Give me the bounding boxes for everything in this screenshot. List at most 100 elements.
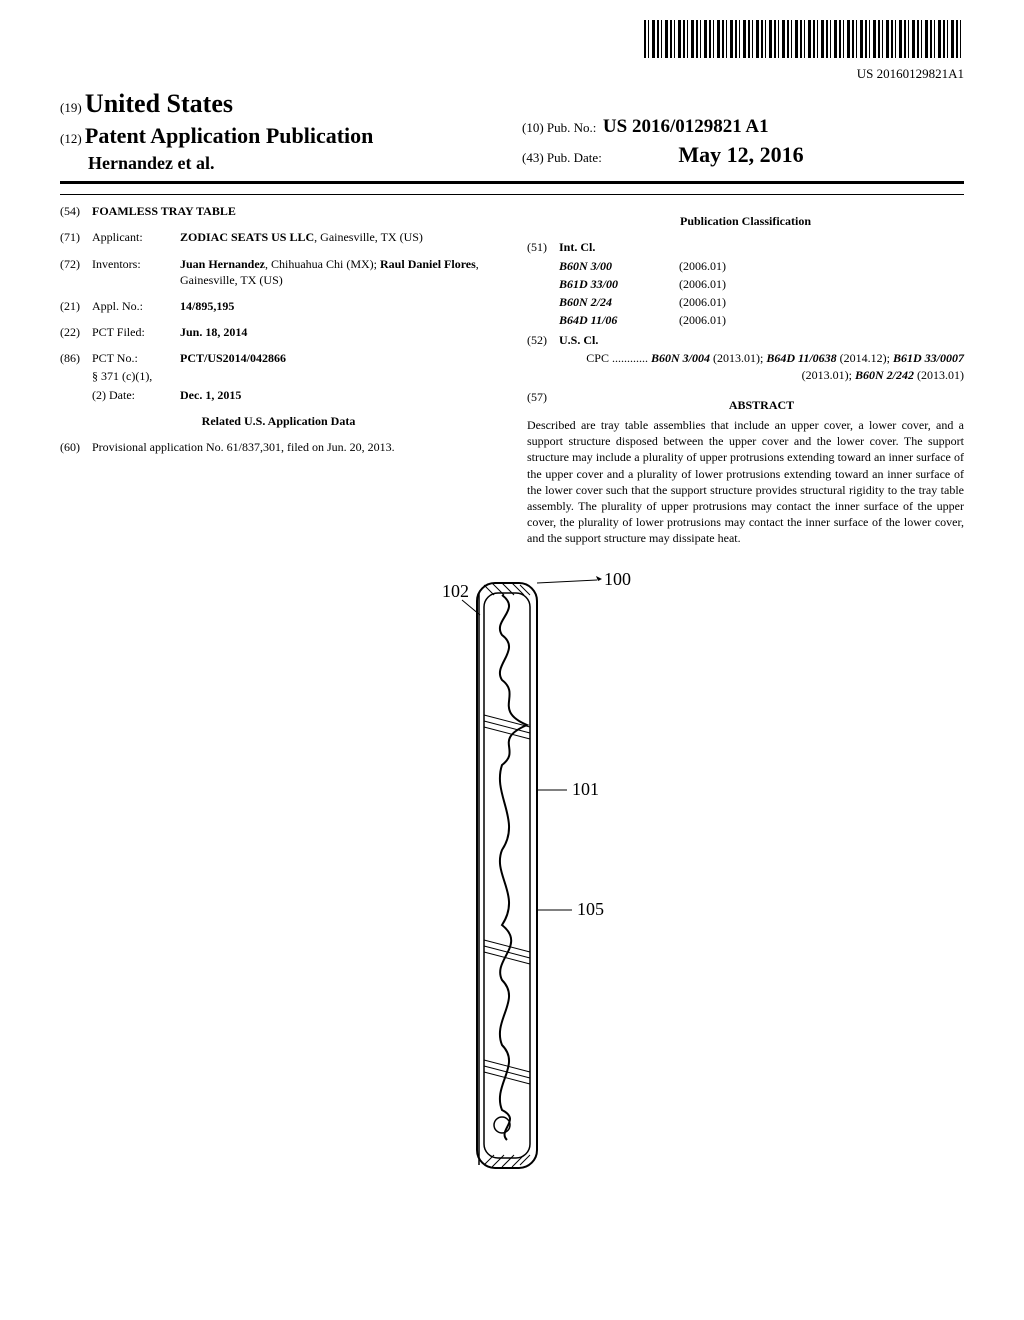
body-columns: (54) FOAMLESS TRAY TABLE (71) Applicant:… xyxy=(60,203,964,546)
inventor-2-name: Raul Daniel Flores xyxy=(380,257,476,271)
class-code: B64D 11/06 xyxy=(559,312,679,328)
pub-no-line: (10) Pub. No.: US 2016/0129821 A1 xyxy=(522,114,964,140)
class-row: B60N 3/00(2006.01) xyxy=(559,258,964,274)
abstract-header: (57) ABSTRACT xyxy=(527,389,964,417)
cpc-2y: (2014.12); xyxy=(837,351,893,365)
inventor-1-loc: , Chihuahua Chi (MX); xyxy=(265,257,380,271)
applicant-name: ZODIAC SEATS US LLC xyxy=(180,230,314,244)
intcl-row: (51) Int. Cl. xyxy=(527,239,964,255)
barcode-section: US 20160129821A1 xyxy=(60,20,964,82)
inventor-1-name: Juan Hernandez xyxy=(180,257,265,271)
left-column: (54) FOAMLESS TRAY TABLE (71) Applicant:… xyxy=(60,203,497,546)
pctfiled-row: (22) PCT Filed: Jun. 18, 2014 xyxy=(60,324,497,340)
inventors-label: Inventors: xyxy=(92,256,180,288)
code-51: (51) xyxy=(527,239,559,255)
code-57: (57) xyxy=(527,389,559,417)
class-code: B61D 33/00 xyxy=(559,276,679,292)
class-year: (2006.01) xyxy=(679,258,726,274)
pub-date-value: May 12, 2016 xyxy=(678,142,803,167)
class-row: B64D 11/06(2006.01) xyxy=(559,312,964,328)
country-line: (19) United States xyxy=(60,86,502,121)
barcode-number: US 20160129821A1 xyxy=(60,65,964,83)
abstract-body: Described are tray table assemblies that… xyxy=(527,417,964,547)
uscl-label: U.S. Cl. xyxy=(559,332,964,348)
figure-svg: 100 102 101 105 xyxy=(342,565,682,1185)
cpc-3y: (2013.01); xyxy=(802,368,855,382)
authors: Hernandez et al. xyxy=(60,151,502,175)
divider-thin xyxy=(60,194,964,195)
s371date-row: (2) Date: Dec. 1, 2015 xyxy=(60,387,497,403)
code-72: (72) xyxy=(60,256,92,288)
cpc-3: B61D 33/0007 xyxy=(893,351,964,365)
barcode-icon xyxy=(644,20,964,58)
class-row: B61D 33/00(2006.01) xyxy=(559,276,964,292)
code-86: (86) xyxy=(60,350,92,366)
intcl-list: B60N 3/00(2006.01) B61D 33/00(2006.01) B… xyxy=(527,258,964,329)
cpc-label: CPC ............ xyxy=(586,351,648,365)
classification-title: Publication Classification xyxy=(527,213,964,229)
pub-date-line: (43) Pub. Date: May 12, 2016 xyxy=(522,140,964,170)
inventors-value: Juan Hernandez, Chihuahua Chi (MX); Raul… xyxy=(180,256,497,288)
ref-105: 105 xyxy=(577,899,604,919)
cpc-1: B60N 3/004 xyxy=(651,351,710,365)
title-row: (54) FOAMLESS TRAY TABLE xyxy=(60,203,497,219)
code-22: (22) xyxy=(60,324,92,340)
code-43: (43) xyxy=(522,150,544,165)
country-name: United States xyxy=(85,89,233,118)
right-column: Publication Classification (51) Int. Cl.… xyxy=(527,203,964,546)
intcl-label: Int. Cl. xyxy=(559,239,964,255)
inventors-row: (72) Inventors: Juan Hernandez, Chihuahu… xyxy=(60,256,497,288)
code-12: (12) xyxy=(60,131,82,146)
code-21: (21) xyxy=(60,298,92,314)
header-block: (19) United States (12) Patent Applicati… xyxy=(60,86,964,175)
code-71: (71) xyxy=(60,229,92,245)
applno-label: Appl. No.: xyxy=(92,298,180,314)
provisional-text: Provisional application No. 61/837,301, … xyxy=(92,439,497,455)
pctfiled-label: PCT Filed: xyxy=(92,324,180,340)
pub-date-label: Pub. Date: xyxy=(547,150,602,165)
class-code: B60N 2/24 xyxy=(559,294,679,310)
applicant-label: Applicant: xyxy=(92,229,180,245)
pctfiled-value: Jun. 18, 2014 xyxy=(180,324,497,340)
cpc-text: CPC ............ B60N 3/004 (2013.01); B… xyxy=(527,350,964,382)
class-year: (2006.01) xyxy=(679,312,726,328)
pctno-label: PCT No.: xyxy=(92,350,180,366)
cpc-4: B60N 2/242 xyxy=(855,368,914,382)
s371c-row: § 371 (c)(1), xyxy=(60,368,497,384)
applno-value: 14/895,195 xyxy=(180,298,497,314)
cpc-2: B64D 11/0638 xyxy=(766,351,836,365)
divider-thick xyxy=(60,181,964,184)
pctno-row: (86) PCT No.: PCT/US2014/042866 xyxy=(60,350,497,366)
ref-100: 100 xyxy=(604,569,631,589)
invention-title: FOAMLESS TRAY TABLE xyxy=(92,203,497,219)
class-year: (2006.01) xyxy=(679,294,726,310)
applno-row: (21) Appl. No.: 14/895,195 xyxy=(60,298,497,314)
pctno-value: PCT/US2014/042866 xyxy=(180,350,497,366)
pub-title-line: (12) Patent Application Publication xyxy=(60,121,502,151)
s371c-label: § 371 (c)(1), xyxy=(92,368,180,384)
pub-no-label: Pub. No.: xyxy=(547,120,596,135)
cpc-1y: (2013.01); xyxy=(710,351,766,365)
pub-title: Patent Application Publication xyxy=(85,123,373,148)
figure-area: 100 102 101 105 xyxy=(60,565,964,1190)
code-60: (60) xyxy=(60,439,92,455)
class-year: (2006.01) xyxy=(679,276,726,292)
cpc-4y: (2013.01) xyxy=(914,368,964,382)
class-code: B60N 3/00 xyxy=(559,258,679,274)
s371date-value: Dec. 1, 2015 xyxy=(180,387,497,403)
uscl-row: (52) U.S. Cl. xyxy=(527,332,964,348)
pub-no-value: US 2016/0129821 A1 xyxy=(603,116,769,137)
code-52: (52) xyxy=(527,332,559,348)
ref-102: 102 xyxy=(442,581,469,601)
provisional-row: (60) Provisional application No. 61/837,… xyxy=(60,439,497,455)
s371date-label: (2) Date: xyxy=(92,387,180,403)
code-19: (19) xyxy=(60,100,82,115)
applicant-loc: , Gainesville, TX (US) xyxy=(314,230,423,244)
ref-101: 101 xyxy=(572,779,599,799)
applicant-value: ZODIAC SEATS US LLC, Gainesville, TX (US… xyxy=(180,229,497,245)
abstract-title: ABSTRACT xyxy=(559,397,964,413)
code-54: (54) xyxy=(60,203,92,219)
related-app-title: Related U.S. Application Data xyxy=(60,413,497,429)
class-row: B60N 2/24(2006.01) xyxy=(559,294,964,310)
code-10: (10) xyxy=(522,120,544,135)
